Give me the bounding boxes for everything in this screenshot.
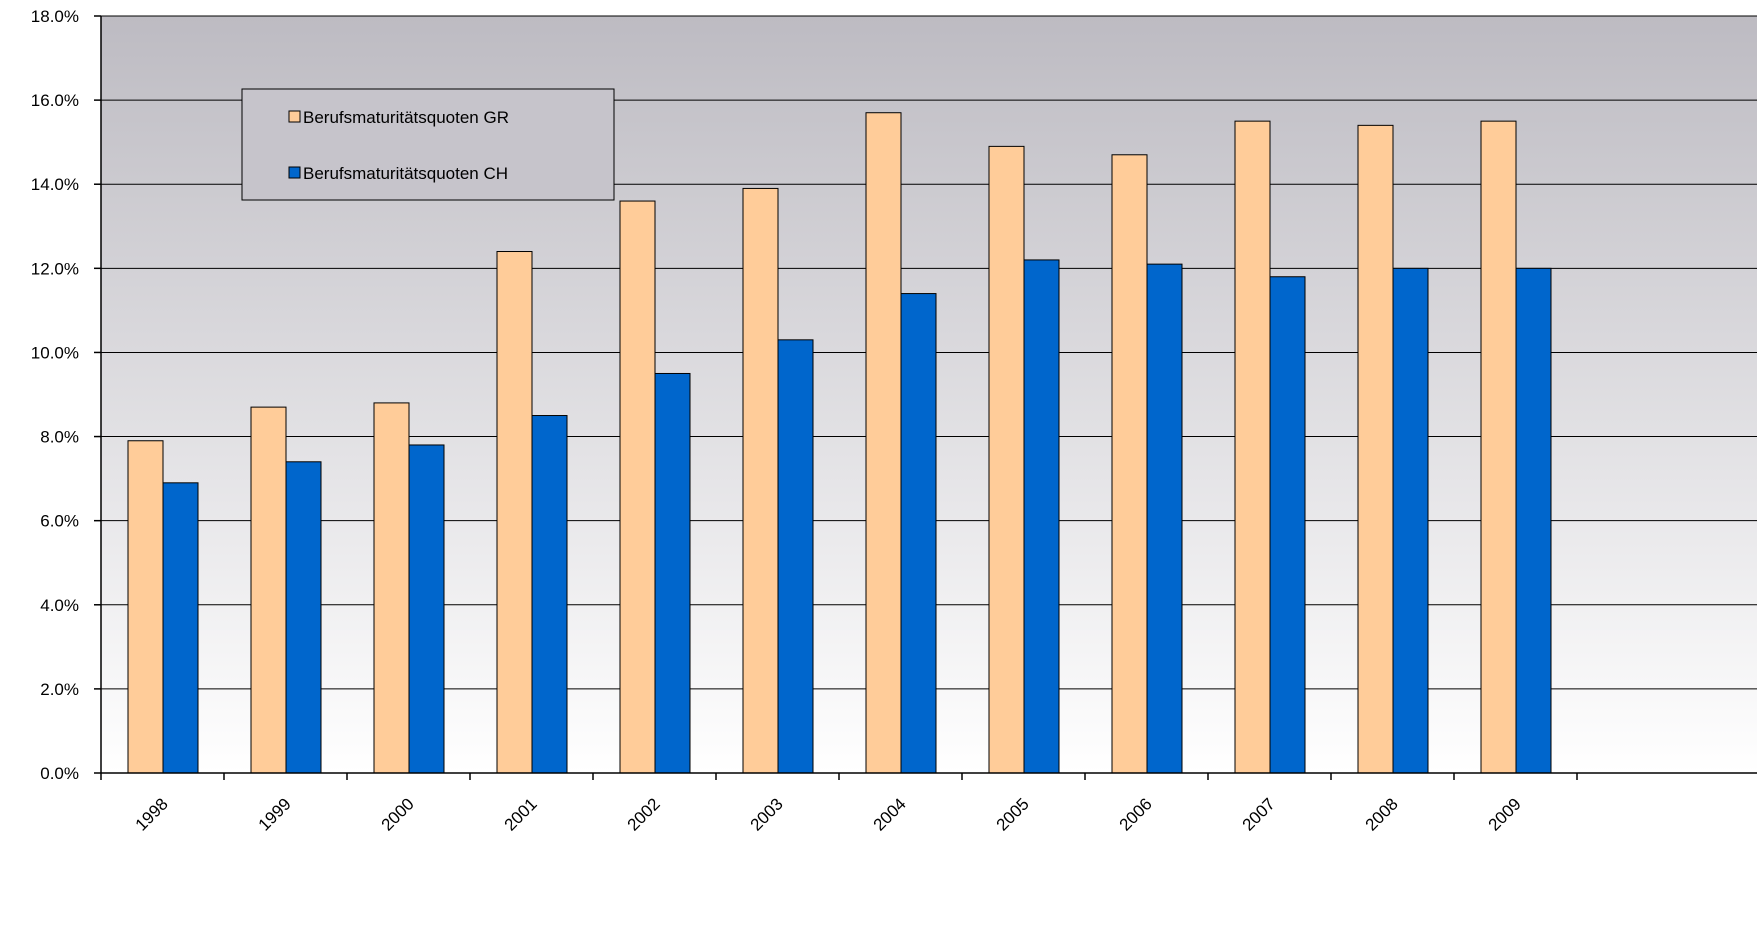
bar-ch-2002 bbox=[654, 372, 691, 774]
bar-ch-2007 bbox=[1269, 276, 1306, 774]
bar-gr-2006 bbox=[1111, 154, 1148, 774]
x-tick-label: 2005 bbox=[993, 794, 1033, 834]
bar-gr-2003 bbox=[742, 187, 779, 774]
legend-swatch-ch bbox=[288, 166, 301, 179]
bar-gr-2008 bbox=[1357, 124, 1394, 774]
legend-swatch-gr bbox=[288, 110, 301, 123]
bar-gr-2009 bbox=[1480, 120, 1517, 774]
bar-gr-1999 bbox=[250, 406, 287, 774]
y-tick-label: 4.0% bbox=[40, 596, 79, 615]
legend-label-gr: Berufsmaturitätsquoten GR bbox=[303, 108, 509, 127]
y-tick-label: 10.0% bbox=[31, 343, 79, 362]
y-tick-label: 12.0% bbox=[31, 259, 79, 278]
x-tick-label: 2009 bbox=[1485, 794, 1525, 834]
bars bbox=[127, 112, 1552, 774]
legend-label-ch: Berufsmaturitätsquoten CH bbox=[303, 164, 508, 183]
y-axis-tick-labels: 0.0% 2.0% 4.0% 6.0% 8.0% 10.0% 12.0% 14.0% 16.0%… bbox=[31, 7, 79, 783]
x-axis-tick-labels: 1998 1999 2000 2001 2002 2003 2004 2005 2006 2007… bbox=[132, 794, 1525, 834]
y-tick-label: 2.0% bbox=[40, 680, 79, 699]
axes bbox=[94, 15, 1757, 780]
bar-gr-2001 bbox=[496, 251, 533, 774]
bar-gr-2004 bbox=[865, 112, 902, 774]
bar-ch-1999 bbox=[285, 461, 322, 774]
bar-gr-2000 bbox=[373, 402, 410, 774]
bar-ch-2006 bbox=[1146, 263, 1183, 774]
y-tick-label: 8.0% bbox=[40, 428, 79, 447]
legend-box bbox=[241, 88, 615, 201]
y-tick-label: 14.0% bbox=[31, 175, 79, 194]
legend: Berufsmaturitätsquoten GR Berufsmaturität… bbox=[241, 88, 615, 201]
y-tick-label: 6.0% bbox=[40, 512, 79, 531]
bar-gr-2007 bbox=[1234, 120, 1271, 774]
bar-gr-1998 bbox=[127, 440, 164, 774]
x-tick-label: 2006 bbox=[1116, 794, 1156, 834]
x-tick-label: 1998 bbox=[132, 794, 172, 834]
bar-ch-2003 bbox=[777, 339, 814, 774]
y-tick-label: 18.0% bbox=[31, 7, 79, 26]
bar-ch-2005 bbox=[1023, 259, 1060, 774]
bar-ch-2001 bbox=[531, 415, 568, 774]
x-tick-label: 1999 bbox=[255, 794, 295, 834]
x-tick-label: 2000 bbox=[378, 794, 418, 834]
x-tick-label: 2004 bbox=[870, 794, 910, 834]
y-tick-label: 16.0% bbox=[31, 91, 79, 110]
bar-ch-2008 bbox=[1392, 267, 1429, 774]
bar-gr-2002 bbox=[619, 200, 656, 774]
bar-ch-2004 bbox=[900, 293, 937, 774]
x-tick-label: 2002 bbox=[624, 794, 664, 834]
y-tick-label: 0.0% bbox=[40, 764, 79, 783]
bar-ch-1998 bbox=[162, 482, 199, 774]
x-tick-label: 2001 bbox=[501, 794, 541, 834]
x-tick-label: 2007 bbox=[1239, 794, 1279, 834]
x-tick-label: 2008 bbox=[1362, 794, 1402, 834]
bar-ch-2000 bbox=[408, 444, 445, 774]
x-tick-label: 2003 bbox=[747, 794, 787, 834]
bar-ch-2009 bbox=[1515, 267, 1552, 774]
bar-gr-2005 bbox=[988, 145, 1025, 774]
